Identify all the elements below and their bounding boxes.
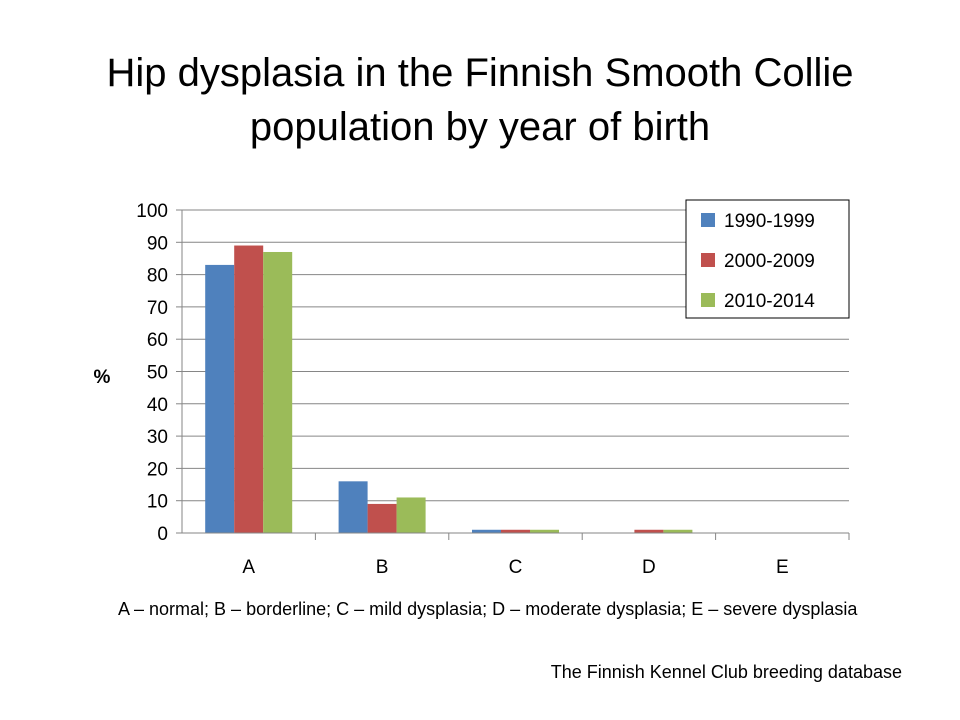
y-tick-label: 20 [147, 459, 168, 480]
bar [367, 503, 397, 533]
y-tick-label: 10 [147, 492, 168, 513]
slide-title-line-1: Hip dysplasia in the Finnish Smooth Coll… [106, 51, 854, 95]
bar [663, 529, 693, 533]
x-tick-label: E [776, 557, 789, 578]
y-tick-label: 90 [147, 233, 168, 254]
legend-swatch [701, 213, 715, 227]
y-axis-label: % [94, 367, 111, 388]
slide-title: Hip dysplasia in the Finnish Smooth Coll… [0, 46, 960, 154]
bar [396, 497, 426, 533]
y-tick-label: 30 [147, 427, 168, 448]
bar [205, 264, 235, 533]
y-tick-label: 50 [147, 363, 168, 384]
legend-label: 2010-2014 [724, 291, 815, 312]
y-tick-label: 70 [147, 298, 168, 319]
x-tick-label: C [509, 557, 523, 578]
bar [634, 529, 664, 533]
bar [530, 529, 559, 533]
bars [205, 245, 693, 534]
axes: 0 10 20 30 40 50 60 70 80 90 100% A B C D E [94, 201, 850, 578]
legend: 1990-1999 2000-2009 2010-2014 [685, 199, 850, 319]
slide-title-line-2: population by year of birth [249, 105, 711, 149]
bar [501, 529, 530, 533]
bar [338, 481, 368, 533]
y-tick-label: 80 [147, 266, 168, 287]
y-tick-label: 60 [147, 330, 168, 351]
x-tick-label: D [642, 557, 656, 578]
bar [263, 251, 293, 534]
bar-chart: 0 10 20 30 40 50 60 70 80 90 100% A B C D E 1990-1999 20… [94, 199, 850, 578]
y-tick-label: 0 [157, 524, 168, 545]
bar [472, 529, 501, 533]
bar [234, 245, 264, 533]
y-tick-label: 100 [136, 201, 168, 222]
legend-label: 1990-1999 [724, 211, 815, 232]
grade-footnote: A – normal; B – borderline; C – mild dys… [118, 599, 858, 619]
legend-label: 2000-2009 [724, 251, 815, 272]
y-tick-label: 40 [147, 395, 168, 416]
legend-swatch [701, 293, 715, 307]
source-caption: The Finnish Kennel Club breeding databas… [550, 662, 902, 682]
x-tick-label: A [242, 557, 255, 578]
legend-swatch [701, 253, 715, 267]
x-tick-label: B [376, 557, 389, 578]
